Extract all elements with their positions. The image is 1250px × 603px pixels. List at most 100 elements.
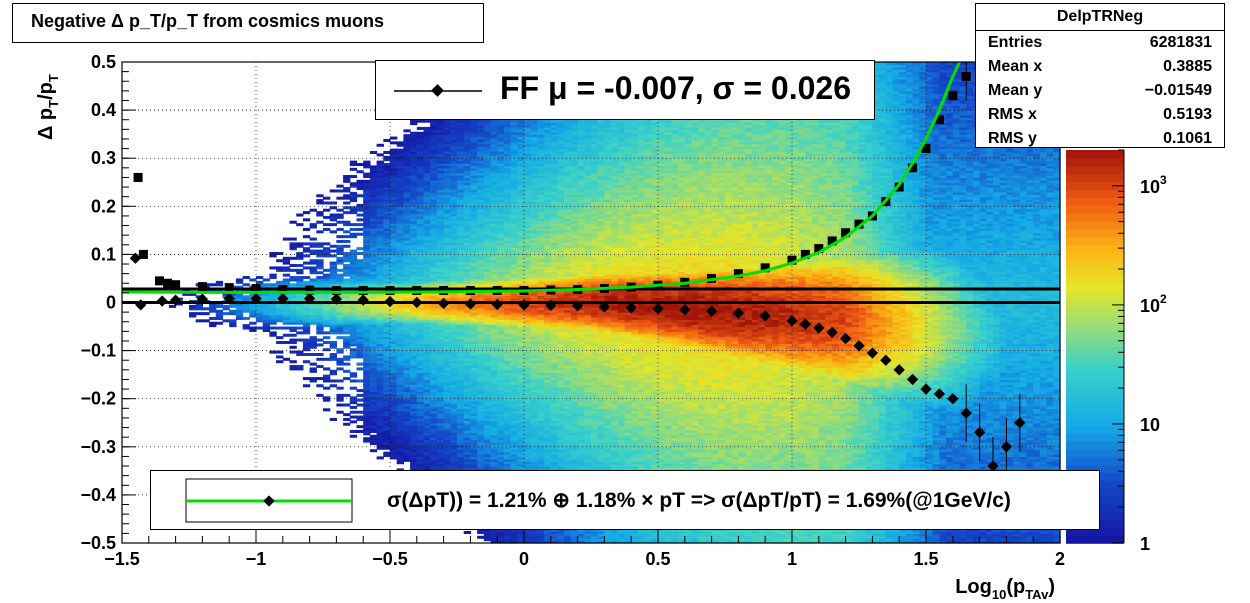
heatmap-cell xyxy=(235,314,244,318)
heatmap-cell xyxy=(376,365,384,369)
heatmap-cell xyxy=(282,266,291,270)
heatmap-cell xyxy=(269,297,277,301)
heatmap-cell xyxy=(343,340,351,344)
heatmap-cell xyxy=(363,396,371,400)
heatmap-cell xyxy=(343,206,351,210)
heatmap-cell xyxy=(329,254,337,258)
heatmap-cell xyxy=(376,444,384,448)
heatmap-cell xyxy=(369,333,378,337)
heatmap-cell xyxy=(369,239,378,243)
heatmap-cell xyxy=(269,350,277,354)
heatmap-cell xyxy=(349,328,358,332)
heatmap-cell xyxy=(363,247,371,251)
heatmap-cell xyxy=(383,336,391,340)
heatmap-cell xyxy=(356,319,364,323)
heatmap-cell xyxy=(356,389,364,393)
heatmap-cell xyxy=(262,321,270,325)
heatmap-cell xyxy=(269,321,277,325)
heatmap-cell xyxy=(403,129,411,133)
heatmap-cell xyxy=(376,432,384,436)
heatmap-cell xyxy=(296,304,304,308)
heatmap-cell xyxy=(316,230,324,234)
heatmap-cell xyxy=(376,189,384,193)
heatmap-cell xyxy=(363,353,371,357)
heatmap-cell xyxy=(363,340,371,344)
heatmap-cell xyxy=(356,179,364,183)
heatmap-cell xyxy=(363,374,371,378)
heatmap-cell xyxy=(383,369,391,373)
heatmap-cell xyxy=(349,199,358,203)
heatmap-cell xyxy=(282,261,291,265)
heatmap-cell xyxy=(376,206,384,210)
heatmap-cell xyxy=(336,379,344,383)
heatmap-cell xyxy=(363,187,371,191)
heatmap-cell xyxy=(343,331,351,335)
heatmap-cell xyxy=(376,153,384,157)
heatmap-cell xyxy=(376,441,384,445)
heatmap-cell xyxy=(289,307,297,311)
heatmap-cell xyxy=(369,235,378,239)
heatmap-cell xyxy=(276,283,284,287)
heatmap-cell xyxy=(329,319,337,323)
heatmap-cell xyxy=(383,191,391,195)
heatmap-cell xyxy=(369,367,378,371)
heatmap-cell xyxy=(356,223,364,227)
heatmap-cell xyxy=(369,208,378,212)
heatmap-cell xyxy=(363,302,371,306)
heatmap-cell xyxy=(235,292,244,296)
heatmap-cell xyxy=(376,239,384,243)
heatmap-cell xyxy=(235,309,244,313)
heatmap-cell xyxy=(383,189,391,193)
heatmap-cell xyxy=(343,345,351,349)
heatmap-cell xyxy=(383,218,391,222)
heatmap-cell xyxy=(343,304,351,308)
heatmap-cell xyxy=(343,251,351,255)
heatmap-cell xyxy=(215,280,224,284)
heatmap-cell xyxy=(376,355,384,359)
heatmap-cell xyxy=(376,276,384,280)
heatmap-cell xyxy=(202,307,210,311)
heatmap-cell xyxy=(329,302,337,306)
heatmap-cell xyxy=(289,295,297,299)
heatmap-cell xyxy=(356,312,364,316)
heatmap-cell xyxy=(376,259,384,263)
heatmap-cell xyxy=(309,345,317,349)
heatmap-cell xyxy=(256,304,264,308)
heatmap-cell xyxy=(369,307,378,311)
heatmap-cell xyxy=(296,223,304,227)
heatmap-cell xyxy=(256,280,264,284)
heatmap-cell xyxy=(336,410,344,414)
heatmap-cell xyxy=(289,220,297,224)
heatmap-cell xyxy=(302,326,311,330)
heatmap-cell xyxy=(235,297,244,301)
heatmap-cell xyxy=(383,251,391,255)
heatmap-cell xyxy=(383,201,391,205)
heatmap-cell xyxy=(376,285,384,289)
heatmap-cell xyxy=(376,427,384,431)
heatmap-cell xyxy=(390,333,398,337)
heatmap-cell xyxy=(383,343,391,347)
heatmap-cell xyxy=(249,312,257,316)
heatmap-cell xyxy=(363,439,371,443)
heatmap-cell xyxy=(356,415,364,419)
heatmap-cell xyxy=(383,408,391,412)
heatmap-cell xyxy=(242,297,250,301)
heatmap-cell xyxy=(235,280,244,284)
heatmap-cell xyxy=(276,336,284,340)
heatmap-cell xyxy=(349,196,358,200)
heatmap-cell xyxy=(369,215,378,219)
heatmap-cell xyxy=(363,206,371,210)
heatmap-cell xyxy=(256,307,264,311)
heatmap-cell xyxy=(323,398,331,402)
heatmap-cell xyxy=(296,292,304,296)
heatmap-cell xyxy=(390,148,398,152)
heatmap-cell xyxy=(363,259,371,263)
heatmap-cell xyxy=(242,326,250,330)
heatmap-cell xyxy=(323,314,331,318)
heatmap-cell xyxy=(390,401,398,405)
heatmap-cell xyxy=(336,247,344,251)
heatmap-cell xyxy=(363,379,371,383)
heatmap-cell xyxy=(376,374,384,378)
heatmap-cell xyxy=(383,268,391,272)
heatmap-cell xyxy=(363,280,371,284)
